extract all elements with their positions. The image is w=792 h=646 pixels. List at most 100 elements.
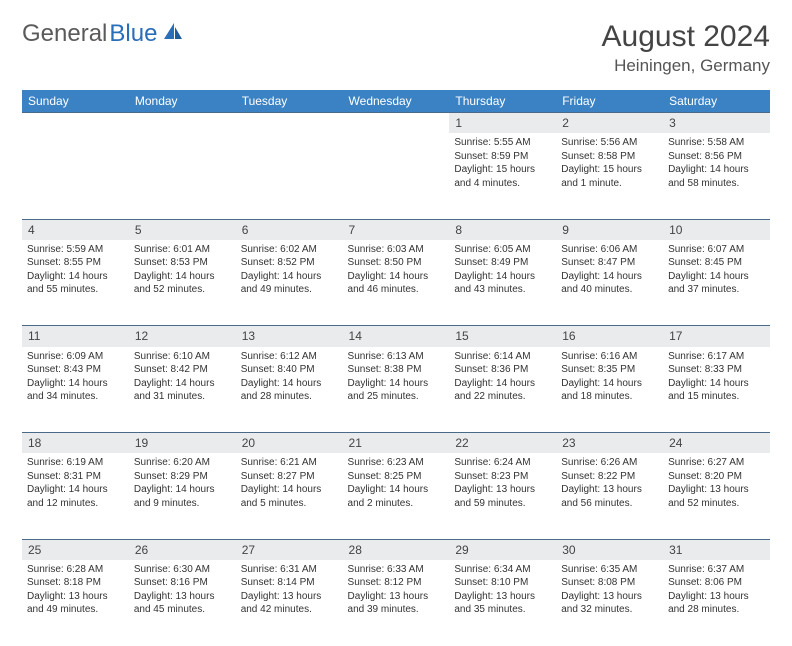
daylight-text: Daylight: 14 hours and 18 minutes. bbox=[561, 377, 658, 404]
day-cell: Sunrise: 6:37 AMSunset: 8:06 PMDaylight:… bbox=[663, 560, 770, 646]
day-cell: Sunrise: 6:01 AMSunset: 8:53 PMDaylight:… bbox=[129, 240, 236, 326]
sunrise-text: Sunrise: 6:13 AM bbox=[348, 350, 445, 364]
day-cell: Sunrise: 6:26 AMSunset: 8:22 PMDaylight:… bbox=[556, 453, 663, 539]
day-cell: Sunrise: 6:13 AMSunset: 8:38 PMDaylight:… bbox=[343, 347, 450, 433]
detail-row: Sunrise: 6:28 AMSunset: 8:18 PMDaylight:… bbox=[22, 560, 770, 646]
sunrise-text: Sunrise: 6:14 AM bbox=[454, 350, 551, 364]
day-number: 7 bbox=[343, 219, 450, 240]
daylight-text: Daylight: 13 hours and 52 minutes. bbox=[668, 483, 765, 510]
daylight-text: Daylight: 14 hours and 46 minutes. bbox=[348, 270, 445, 297]
day-number: 24 bbox=[663, 433, 770, 454]
sunset-text: Sunset: 8:56 PM bbox=[668, 150, 765, 164]
day-cell: Sunrise: 5:55 AMSunset: 8:59 PMDaylight:… bbox=[449, 133, 556, 219]
daylight-text: Daylight: 14 hours and 55 minutes. bbox=[27, 270, 124, 297]
daylight-text: Daylight: 14 hours and 43 minutes. bbox=[454, 270, 551, 297]
detail-row: Sunrise: 5:59 AMSunset: 8:55 PMDaylight:… bbox=[22, 240, 770, 326]
sunset-text: Sunset: 8:25 PM bbox=[348, 470, 445, 484]
daynum-row: 45678910 bbox=[22, 219, 770, 240]
sunrise-text: Sunrise: 5:55 AM bbox=[454, 136, 551, 150]
day-cell: Sunrise: 5:56 AMSunset: 8:58 PMDaylight:… bbox=[556, 133, 663, 219]
daylight-text: Daylight: 14 hours and 25 minutes. bbox=[348, 377, 445, 404]
day-number: 28 bbox=[343, 539, 450, 560]
sunset-text: Sunset: 8:36 PM bbox=[454, 363, 551, 377]
day-cell bbox=[129, 133, 236, 219]
day-number: 3 bbox=[663, 113, 770, 134]
daynum-row: 25262728293031 bbox=[22, 539, 770, 560]
title-block: August 2024 Heiningen, Germany bbox=[602, 20, 770, 76]
daynum-row: 11121314151617 bbox=[22, 326, 770, 347]
day-number: 25 bbox=[22, 539, 129, 560]
daylight-text: Daylight: 14 hours and 34 minutes. bbox=[27, 377, 124, 404]
sunrise-text: Sunrise: 6:34 AM bbox=[454, 563, 551, 577]
day-header-row: SundayMondayTuesdayWednesdayThursdayFrid… bbox=[22, 90, 770, 113]
day-cell: Sunrise: 6:12 AMSunset: 8:40 PMDaylight:… bbox=[236, 347, 343, 433]
day-number: 14 bbox=[343, 326, 450, 347]
day-header: Wednesday bbox=[343, 90, 450, 113]
brand-logo: GeneralBlue bbox=[22, 20, 184, 48]
sunset-text: Sunset: 8:12 PM bbox=[348, 576, 445, 590]
sunset-text: Sunset: 8:40 PM bbox=[241, 363, 338, 377]
day-cell bbox=[22, 133, 129, 219]
day-cell: Sunrise: 6:27 AMSunset: 8:20 PMDaylight:… bbox=[663, 453, 770, 539]
sunset-text: Sunset: 8:08 PM bbox=[561, 576, 658, 590]
day-cell: Sunrise: 6:30 AMSunset: 8:16 PMDaylight:… bbox=[129, 560, 236, 646]
sunrise-text: Sunrise: 6:26 AM bbox=[561, 456, 658, 470]
sunset-text: Sunset: 8:53 PM bbox=[134, 256, 231, 270]
daylight-text: Daylight: 14 hours and 12 minutes. bbox=[27, 483, 124, 510]
day-cell: Sunrise: 6:17 AMSunset: 8:33 PMDaylight:… bbox=[663, 347, 770, 433]
day-header: Sunday bbox=[22, 90, 129, 113]
day-cell: Sunrise: 6:14 AMSunset: 8:36 PMDaylight:… bbox=[449, 347, 556, 433]
sunset-text: Sunset: 8:35 PM bbox=[561, 363, 658, 377]
sunset-text: Sunset: 8:20 PM bbox=[668, 470, 765, 484]
sunset-text: Sunset: 8:55 PM bbox=[27, 256, 124, 270]
day-number: 13 bbox=[236, 326, 343, 347]
day-cell: Sunrise: 6:06 AMSunset: 8:47 PMDaylight:… bbox=[556, 240, 663, 326]
daynum-row: 18192021222324 bbox=[22, 433, 770, 454]
day-cell: Sunrise: 6:35 AMSunset: 8:08 PMDaylight:… bbox=[556, 560, 663, 646]
brand-part2: Blue bbox=[109, 20, 157, 48]
sunrise-text: Sunrise: 6:06 AM bbox=[561, 243, 658, 257]
daylight-text: Daylight: 14 hours and 22 minutes. bbox=[454, 377, 551, 404]
sunset-text: Sunset: 8:33 PM bbox=[668, 363, 765, 377]
daylight-text: Daylight: 13 hours and 49 minutes. bbox=[27, 590, 124, 617]
day-number: 26 bbox=[129, 539, 236, 560]
day-number: 11 bbox=[22, 326, 129, 347]
day-number: 10 bbox=[663, 219, 770, 240]
sunset-text: Sunset: 8:45 PM bbox=[668, 256, 765, 270]
sunset-text: Sunset: 8:27 PM bbox=[241, 470, 338, 484]
day-number: 31 bbox=[663, 539, 770, 560]
sunset-text: Sunset: 8:18 PM bbox=[27, 576, 124, 590]
daylight-text: Daylight: 14 hours and 52 minutes. bbox=[134, 270, 231, 297]
sunrise-text: Sunrise: 6:17 AM bbox=[668, 350, 765, 364]
day-cell: Sunrise: 6:33 AMSunset: 8:12 PMDaylight:… bbox=[343, 560, 450, 646]
daylight-text: Daylight: 14 hours and 31 minutes. bbox=[134, 377, 231, 404]
daylight-text: Daylight: 14 hours and 37 minutes. bbox=[668, 270, 765, 297]
day-number: 17 bbox=[663, 326, 770, 347]
day-number: 16 bbox=[556, 326, 663, 347]
daylight-text: Daylight: 14 hours and 58 minutes. bbox=[668, 163, 765, 190]
daylight-text: Daylight: 15 hours and 4 minutes. bbox=[454, 163, 551, 190]
day-cell: Sunrise: 6:02 AMSunset: 8:52 PMDaylight:… bbox=[236, 240, 343, 326]
sunrise-text: Sunrise: 6:35 AM bbox=[561, 563, 658, 577]
sunset-text: Sunset: 8:47 PM bbox=[561, 256, 658, 270]
day-cell: Sunrise: 6:28 AMSunset: 8:18 PMDaylight:… bbox=[22, 560, 129, 646]
sunrise-text: Sunrise: 6:20 AM bbox=[134, 456, 231, 470]
day-number: 2 bbox=[556, 113, 663, 134]
sunset-text: Sunset: 8:16 PM bbox=[134, 576, 231, 590]
daylight-text: Daylight: 13 hours and 45 minutes. bbox=[134, 590, 231, 617]
day-number: 5 bbox=[129, 219, 236, 240]
sunrise-text: Sunrise: 6:21 AM bbox=[241, 456, 338, 470]
day-number: 6 bbox=[236, 219, 343, 240]
sunset-text: Sunset: 8:14 PM bbox=[241, 576, 338, 590]
day-number: 23 bbox=[556, 433, 663, 454]
sunrise-text: Sunrise: 6:10 AM bbox=[134, 350, 231, 364]
day-cell: Sunrise: 6:24 AMSunset: 8:23 PMDaylight:… bbox=[449, 453, 556, 539]
sunset-text: Sunset: 8:06 PM bbox=[668, 576, 765, 590]
daylight-text: Daylight: 14 hours and 40 minutes. bbox=[561, 270, 658, 297]
day-cell: Sunrise: 6:16 AMSunset: 8:35 PMDaylight:… bbox=[556, 347, 663, 433]
daynum-row: 123 bbox=[22, 113, 770, 134]
day-number: 15 bbox=[449, 326, 556, 347]
sunset-text: Sunset: 8:42 PM bbox=[134, 363, 231, 377]
day-cell bbox=[343, 133, 450, 219]
sunrise-text: Sunrise: 6:09 AM bbox=[27, 350, 124, 364]
